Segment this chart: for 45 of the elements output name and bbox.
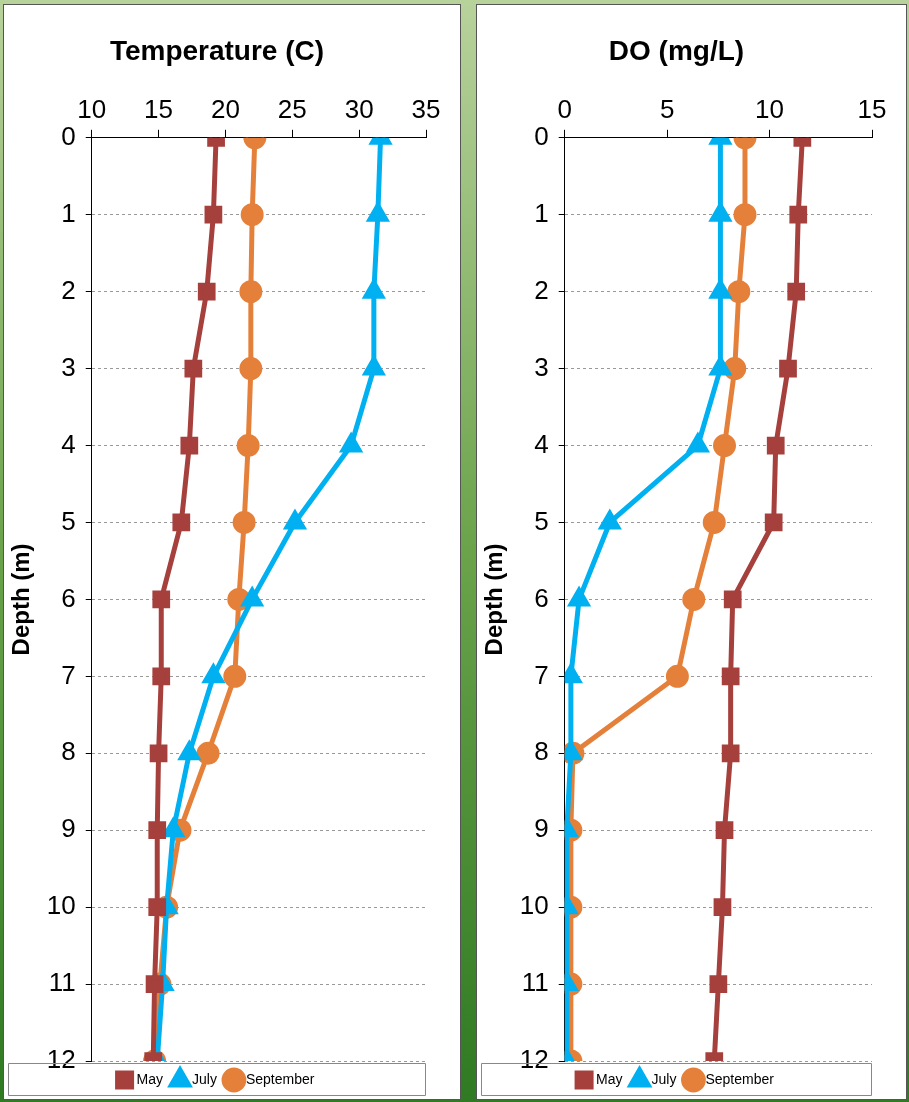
x-tick-label: 20 [210,94,240,125]
y-tick-label: 12 [519,1044,549,1075]
x-tick-label: 35 [411,94,441,125]
legend-label: May [596,1070,623,1087]
y-tick-label: 2 [534,274,549,305]
y-tick-label: 3 [534,351,549,382]
y-tick-label: 9 [534,813,549,844]
x-tick-label: 5 [659,94,675,125]
y-tick-label: 0 [534,120,549,151]
y-tick-label: 11 [48,967,76,998]
y-tick-label: 11 [521,967,549,998]
x-tick-label: 25 [277,94,307,125]
y-tick-label: 4 [61,428,76,459]
legend-label: September [705,1070,775,1087]
x-tick-label: 0 [557,94,572,125]
y-tick-label: 10 [519,890,549,921]
y-tick-label: 7 [61,659,76,690]
legend-label: May [136,1070,164,1087]
x-tick-label: 15 [857,94,887,125]
x-tick-label: 10 [755,94,785,125]
y-tick-label: 7 [534,659,549,690]
legend-label: July [192,1070,217,1087]
y-tick-label: 6 [61,582,76,613]
y-tick-label: 6 [534,582,549,613]
y-tick-label: 0 [61,120,76,151]
y-tick-label: 2 [61,274,76,305]
legend-label: July [651,1070,677,1087]
y-tick-label: 10 [46,890,76,921]
y-tick-label: 12 [46,1044,76,1075]
y-tick-label: 8 [61,736,76,767]
chart-title: Temperature (C) [109,34,325,66]
y-tick-label: 1 [534,197,549,228]
chart-title: DO (mg/L) [608,34,745,66]
y-tick-label: 4 [534,428,549,459]
x-tick-label: 30 [344,94,374,125]
legend-label: September [245,1070,315,1087]
x-tick-label: 15 [144,94,174,125]
y-axis-title: Depth (m) [7,543,35,656]
y-tick-label: 5 [61,505,76,536]
y-tick-label: 8 [534,736,549,767]
y-tick-label: 1 [61,197,76,228]
y-axis-title: Depth (m) [480,543,508,656]
y-tick-label: 9 [61,813,76,844]
y-tick-label: 5 [534,505,549,536]
y-tick-label: 3 [61,351,76,382]
